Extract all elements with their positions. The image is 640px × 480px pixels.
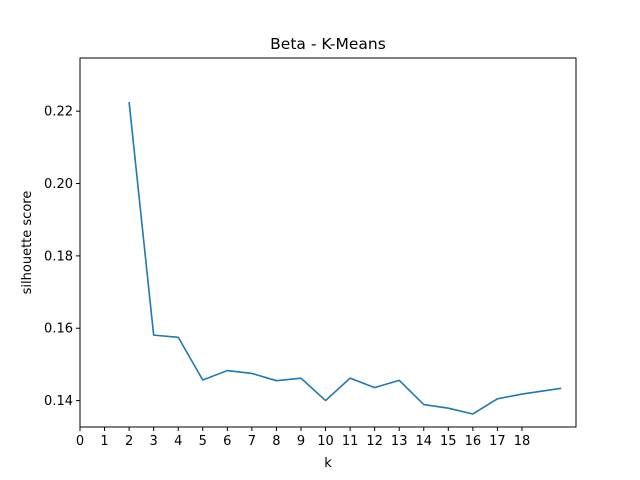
x-tick-label: 18 [514,434,531,449]
x-tick-label: 14 [415,434,432,449]
y-axis-label: silhouette score [20,191,35,295]
y-tick-label: 0.22 [44,105,73,120]
y-axis: 0.14 0.16 0.18 0.20 0.22 [44,105,80,409]
x-tick-label: 8 [272,434,280,449]
x-tick-label: 10 [317,434,334,449]
x-tick-label: 1 [100,434,108,449]
y-tick-label: 0.20 [44,177,73,192]
x-tick-label: 16 [465,434,482,449]
x-axis: 0 1 2 3 4 5 6 7 8 9 10 11 12 13 14 15 16 17 18 [76,427,530,449]
x-tick-label: 6 [223,434,231,449]
plot-frame [79,57,577,428]
x-axis-label: k [324,456,332,471]
x-tick-label: 0 [76,434,84,449]
y-tick-label: 0.18 [44,249,73,264]
y-tick-label: 0.14 [44,394,73,409]
series-line [128,102,562,415]
x-tick-label: 17 [489,434,506,449]
x-tick-label: 3 [150,434,158,449]
x-tick-label: 13 [391,434,408,449]
x-tick-label: 9 [297,434,305,449]
x-tick-label: 4 [174,434,182,449]
x-tick-label: 7 [248,434,256,449]
x-tick-label: 2 [125,434,133,449]
plot-area [128,102,562,415]
x-tick-label: 12 [366,434,383,449]
y-tick-label: 0.16 [44,322,73,337]
x-tick-label: 11 [342,434,359,449]
x-tick-label: 15 [440,434,457,449]
x-tick-label: 5 [199,434,207,449]
chart-title: Beta - K-Means [270,35,386,53]
